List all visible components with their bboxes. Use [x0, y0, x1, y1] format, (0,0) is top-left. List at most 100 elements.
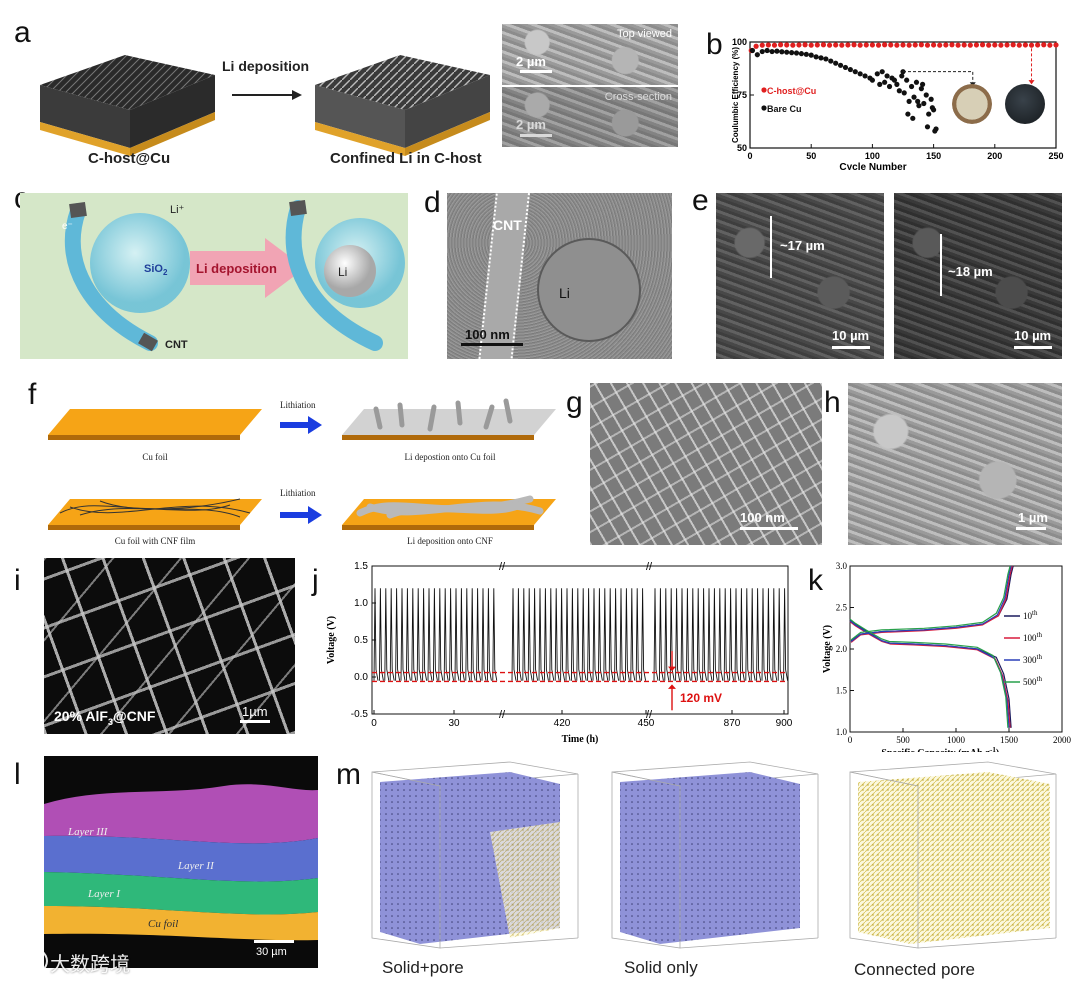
panel-e-left-scale: 10 µm	[832, 328, 870, 343]
chart-j-series-segment-0	[373, 588, 498, 681]
chart-b-point-chost	[924, 42, 931, 48]
chart-b-ylabel: Coulumbic Efficiency (%)	[731, 47, 740, 143]
chart-b-point-barecu	[769, 48, 775, 55]
chart-b-point-chost	[973, 42, 980, 48]
chart-b-point-barecu	[886, 83, 893, 90]
panel-a-arrow-label: Li deposition	[222, 58, 310, 74]
chart-j-series-segment-2	[653, 588, 789, 681]
chart-b-point-chost	[1035, 42, 1041, 48]
chart-j-ytick-label: 0.0	[354, 672, 368, 683]
chart-b-point-chost	[949, 42, 955, 48]
chart-b-point-barecu	[803, 51, 809, 57]
chart-j-xlabel: Time (h)	[562, 734, 599, 745]
chart-b-point-chost	[753, 43, 759, 49]
panel-f-cap-li-cu: Li depostion onto Cu foil	[404, 452, 496, 462]
chart-b-point-barecu	[798, 51, 805, 57]
panel-e-right-thickness: ~18 µm	[948, 264, 993, 279]
chart-b-point-barecu	[894, 81, 900, 87]
chart-j-xtick-label: 30	[448, 718, 460, 729]
panel-b-photo-barecu	[1005, 84, 1045, 124]
panel-d-scalebar	[461, 343, 523, 346]
chart-b-point-chost	[857, 42, 863, 48]
chart-b-point-barecu	[837, 62, 844, 68]
chart-b-point-chost	[1028, 42, 1035, 48]
chart-b-point-chost	[808, 42, 814, 48]
chart-b-xtick-label: 250	[1048, 151, 1063, 161]
panel-e-right-scalebar	[1014, 346, 1052, 349]
chart-b-point-barecu	[754, 52, 760, 58]
chart-b-point-chost	[979, 42, 986, 48]
chart-b-point-barecu	[879, 69, 885, 75]
panel-l-scale: 30 µm	[256, 946, 287, 958]
chart-b-point-barecu	[932, 128, 938, 134]
chart-b-point-chost	[796, 42, 802, 48]
panel-d-cnt: CNT	[493, 217, 522, 233]
chart-b-point-barecu	[896, 88, 902, 94]
panel-m-illustration	[371, 761, 1057, 949]
chart-j-ytick-label: -0.5	[351, 709, 369, 720]
chart-b-point-chost	[998, 42, 1004, 48]
chart-b-point-barecu	[852, 69, 858, 75]
chart-b-point-chost	[778, 42, 784, 48]
chart-b-point-barecu	[759, 48, 765, 55]
panel-e-right-arrow	[940, 234, 942, 296]
chart-b-point-chost	[869, 42, 875, 48]
chart-k-ytick-label: 2.0	[836, 644, 848, 654]
chart-b-point-barecu	[813, 54, 819, 60]
panel-a-sem-top-scalebar	[520, 70, 552, 73]
chart-k-xtick-label: 1500	[1000, 735, 1019, 745]
panel-e-left-thickness: ~17 µm	[780, 238, 825, 253]
chart-b-point-chost	[931, 42, 937, 48]
chart-b-point-chost	[955, 42, 961, 48]
panel-f-cap-li-cnf: Li deposition onto CNF	[407, 536, 493, 546]
chart-k-legend-sup: th	[1037, 631, 1043, 639]
panel-i-scalebar	[240, 720, 270, 723]
chart-k-legend-sup: th	[1037, 675, 1043, 683]
panel-g-scale: 100 nm	[740, 510, 785, 525]
chart-k-xlabel-main: Specific Capacity (mAh g	[881, 748, 990, 752]
chart-j-xtick-label: 0	[371, 718, 377, 729]
chart-b-point-barecu	[906, 98, 912, 104]
panel-m-letter: m	[336, 758, 361, 791]
chart-b-point-barecu	[808, 52, 814, 58]
chart-j-ytick-label: 1.5	[354, 561, 368, 572]
chart-b-point-barecu	[910, 115, 916, 121]
watermark-text: 大数跨境	[50, 952, 130, 976]
chart-b-point-barecu	[911, 94, 917, 100]
panel-g-sem: 100 nm	[590, 383, 822, 545]
chart-k-legend-number: 500	[1023, 677, 1037, 687]
panel-f-illustration	[48, 398, 556, 530]
chart-b-point-barecu	[789, 50, 795, 56]
chart-j-ytick-label: 0.5	[354, 635, 368, 646]
panel-e-left-scalebar	[832, 346, 870, 349]
chart-j-break-bottom: //	[499, 709, 506, 721]
chart-b-point-barecu	[899, 73, 905, 79]
panel-a-sem-bottom: Cross-section 2 µm	[502, 87, 678, 147]
panel-f-letter: f	[28, 378, 37, 411]
chart-b-point-chost	[894, 42, 900, 48]
panel-c-illustration: Li⁺ SiO2 Li deposition Li CNT e⁻	[20, 193, 408, 359]
chart-k-ytick-label: 3.0	[836, 561, 848, 571]
panel-f-cap-cnf: Cu foil with CNF film	[114, 536, 196, 546]
chart-j-annotation: 120 mV	[680, 691, 722, 705]
chart-k-xtick-label: 1000	[947, 735, 966, 745]
panel-h-scale: 1 µm	[1018, 510, 1048, 525]
chart-b-point-chost	[1041, 42, 1047, 48]
panel-f-cap-cu: Cu foil	[142, 452, 168, 462]
chart-b-point-barecu	[923, 92, 929, 98]
chart-b-xtick-label: 200	[987, 151, 1002, 161]
chart-b-point-chost	[912, 42, 918, 48]
panel-m-box-solid-pore	[371, 761, 579, 949]
panel-d-li: Li	[559, 285, 570, 301]
chart-b-point-barecu	[842, 64, 849, 71]
panel-i-label-sub: 3	[107, 716, 113, 727]
chart-k-ylabel: Voltage (V)	[822, 625, 833, 673]
panel-h-scalebar	[1016, 527, 1046, 530]
chart-b-point-chost	[992, 42, 998, 48]
panel-j-letter: j	[312, 564, 319, 597]
chart-b-point-chost	[937, 42, 943, 48]
chart-j-xtick-label: 450	[638, 718, 655, 729]
chart-b-point-barecu	[924, 124, 931, 130]
chart-b-point-chost	[790, 42, 796, 48]
watermark-logo-icon	[10, 946, 48, 976]
